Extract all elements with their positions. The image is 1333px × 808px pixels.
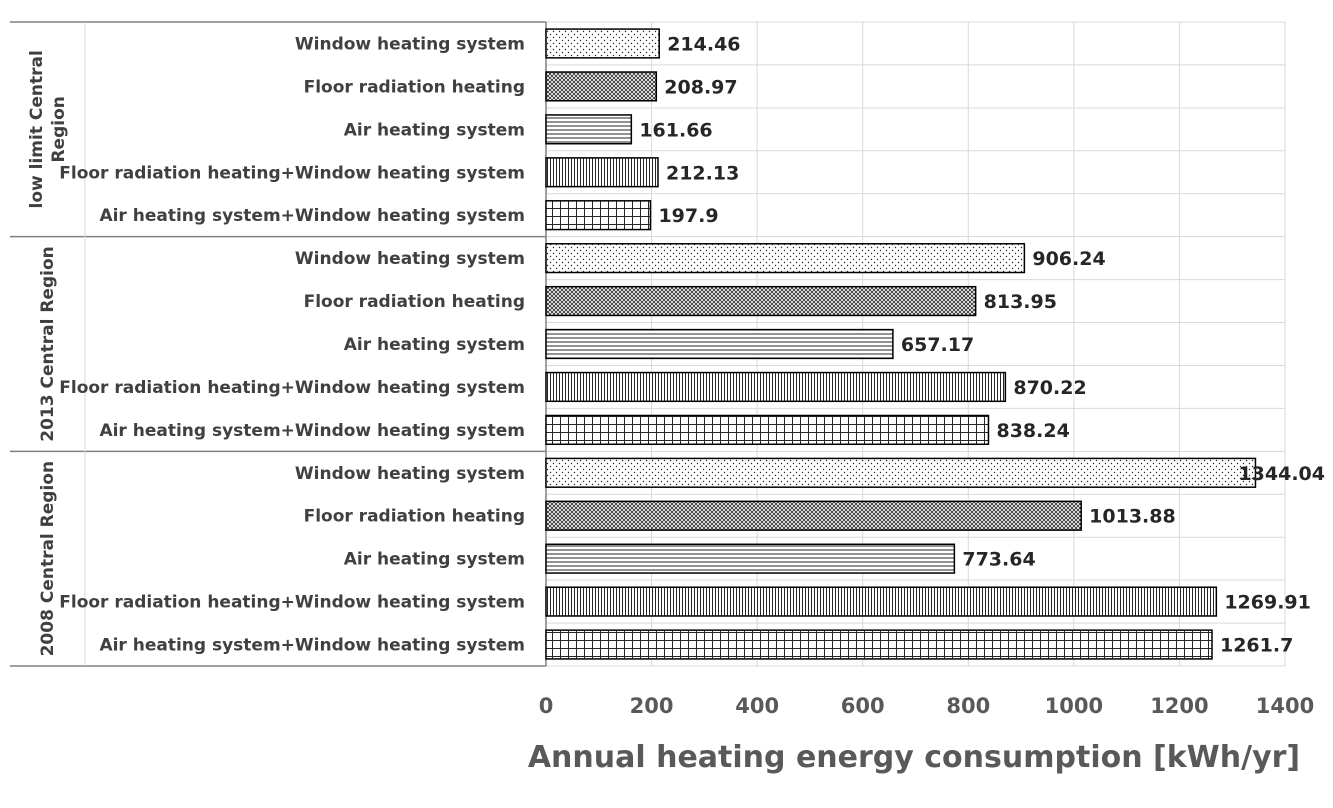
- data-label: 161.66: [639, 119, 712, 141]
- category-label: Air heating system+Window heating system: [99, 206, 525, 226]
- data-label: 208.97: [664, 76, 737, 98]
- group-label-line: 2013 Central Region: [38, 246, 58, 441]
- data-label: 1269.91: [1224, 592, 1311, 614]
- bars: [545, 28, 1257, 660]
- data-label: 197.9: [658, 205, 718, 227]
- x-axis-title: Annual heating energy consumption [kWh/y…: [528, 740, 1300, 775]
- x-tick-label: 200: [630, 694, 674, 718]
- data-label: 838.24: [996, 420, 1069, 442]
- data-label: 1344.04: [1238, 463, 1325, 485]
- category-label: Floor radiation heating+Window heating s…: [59, 593, 525, 613]
- x-tick-label: 1000: [1045, 694, 1103, 718]
- data-label: 657.17: [901, 334, 974, 356]
- bar: [545, 243, 1026, 274]
- group-label: 2013 Central Region: [38, 246, 58, 441]
- group-label-line: Region: [49, 96, 69, 162]
- bar: [545, 200, 652, 231]
- category-label: Air heating system: [344, 550, 525, 570]
- bar: [545, 328, 894, 360]
- bar: [545, 500, 1082, 531]
- x-tick-label: 1400: [1256, 694, 1314, 718]
- category-label: Air heating system: [344, 120, 525, 140]
- group-label: low limit Central Region: [27, 50, 69, 208]
- group-label: 2008 Central Region: [38, 461, 58, 656]
- x-tick-label: 600: [841, 694, 885, 718]
- data-label: 870.22: [1013, 377, 1086, 399]
- bar: [545, 114, 633, 145]
- group-label-line: low limit Central: [27, 50, 47, 208]
- bar: [545, 285, 977, 317]
- labels: 0 200 400 600 800 1000 1200 1400 low limit Centr…: [27, 33, 1325, 718]
- category-label: Window heating system: [295, 34, 525, 54]
- data-label: 773.64: [962, 549, 1035, 571]
- x-tick-label: 0: [539, 694, 554, 718]
- category-label: Floor radiation heating+Window heating s…: [59, 163, 525, 183]
- category-label: Floor radiation heating: [304, 507, 525, 527]
- category-label: Air heating system: [344, 335, 525, 355]
- group-label-line: 2008 Central Region: [38, 461, 58, 656]
- data-label: 212.13: [666, 162, 739, 184]
- category-label: Air heating system+Window heating system: [99, 421, 525, 441]
- bar: [545, 28, 660, 59]
- bar: [545, 71, 658, 102]
- x-tick-label: 400: [735, 694, 779, 718]
- data-label: 214.46: [667, 33, 740, 55]
- bar: [545, 371, 1007, 403]
- category-label: Floor radiation heating: [304, 292, 525, 312]
- data-label: 906.24: [1032, 248, 1105, 270]
- bar: [545, 157, 659, 188]
- gridlines: [545, 21, 1286, 667]
- bar: [545, 586, 1218, 617]
- data-label: 813.95: [984, 291, 1057, 313]
- category-label: Window heating system: [295, 464, 525, 484]
- bar: [545, 629, 1213, 660]
- category-label: Floor radiation heating+Window heating s…: [59, 378, 525, 398]
- data-label: 1261.7: [1220, 635, 1293, 657]
- bar: [545, 414, 990, 445]
- x-tick-label: 1200: [1150, 694, 1208, 718]
- data-label: 1013.88: [1089, 506, 1176, 528]
- bar: [545, 457, 1257, 488]
- category-label: Floor radiation heating: [304, 77, 525, 97]
- category-label: Window heating system: [295, 249, 525, 269]
- bar: [545, 543, 956, 574]
- x-tick-label: 800: [946, 694, 990, 718]
- category-label: Air heating system+Window heating system: [99, 636, 525, 656]
